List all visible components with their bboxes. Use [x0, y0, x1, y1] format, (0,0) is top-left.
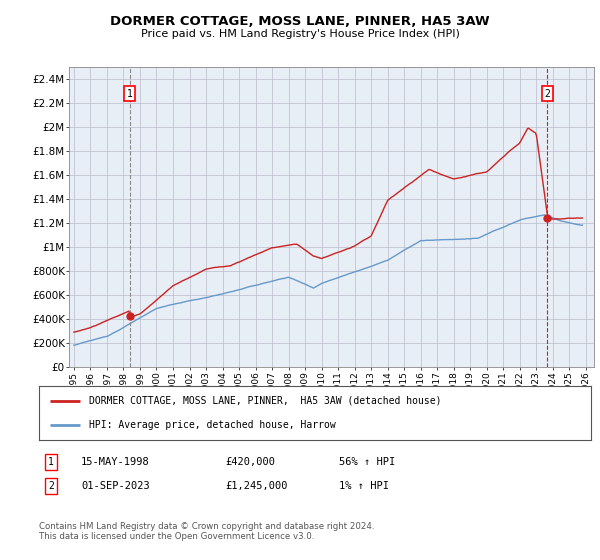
- Text: 2: 2: [544, 88, 550, 99]
- Text: 01-SEP-2023: 01-SEP-2023: [81, 481, 150, 491]
- Text: 1: 1: [127, 88, 133, 99]
- Text: 1: 1: [48, 457, 54, 467]
- Text: DORMER COTTAGE, MOSS LANE, PINNER,  HA5 3AW (detached house): DORMER COTTAGE, MOSS LANE, PINNER, HA5 3…: [89, 396, 441, 406]
- Text: HPI: Average price, detached house, Harrow: HPI: Average price, detached house, Harr…: [89, 420, 335, 430]
- Text: DORMER COTTAGE, MOSS LANE, PINNER, HA5 3AW: DORMER COTTAGE, MOSS LANE, PINNER, HA5 3…: [110, 15, 490, 28]
- Text: Price paid vs. HM Land Registry's House Price Index (HPI): Price paid vs. HM Land Registry's House …: [140, 29, 460, 39]
- Text: £420,000: £420,000: [225, 457, 275, 467]
- Text: 1% ↑ HPI: 1% ↑ HPI: [339, 481, 389, 491]
- Text: 15-MAY-1998: 15-MAY-1998: [81, 457, 150, 467]
- Text: Contains HM Land Registry data © Crown copyright and database right 2024.
This d: Contains HM Land Registry data © Crown c…: [39, 522, 374, 542]
- Text: 56% ↑ HPI: 56% ↑ HPI: [339, 457, 395, 467]
- Text: £1,245,000: £1,245,000: [225, 481, 287, 491]
- Text: 2: 2: [48, 481, 54, 491]
